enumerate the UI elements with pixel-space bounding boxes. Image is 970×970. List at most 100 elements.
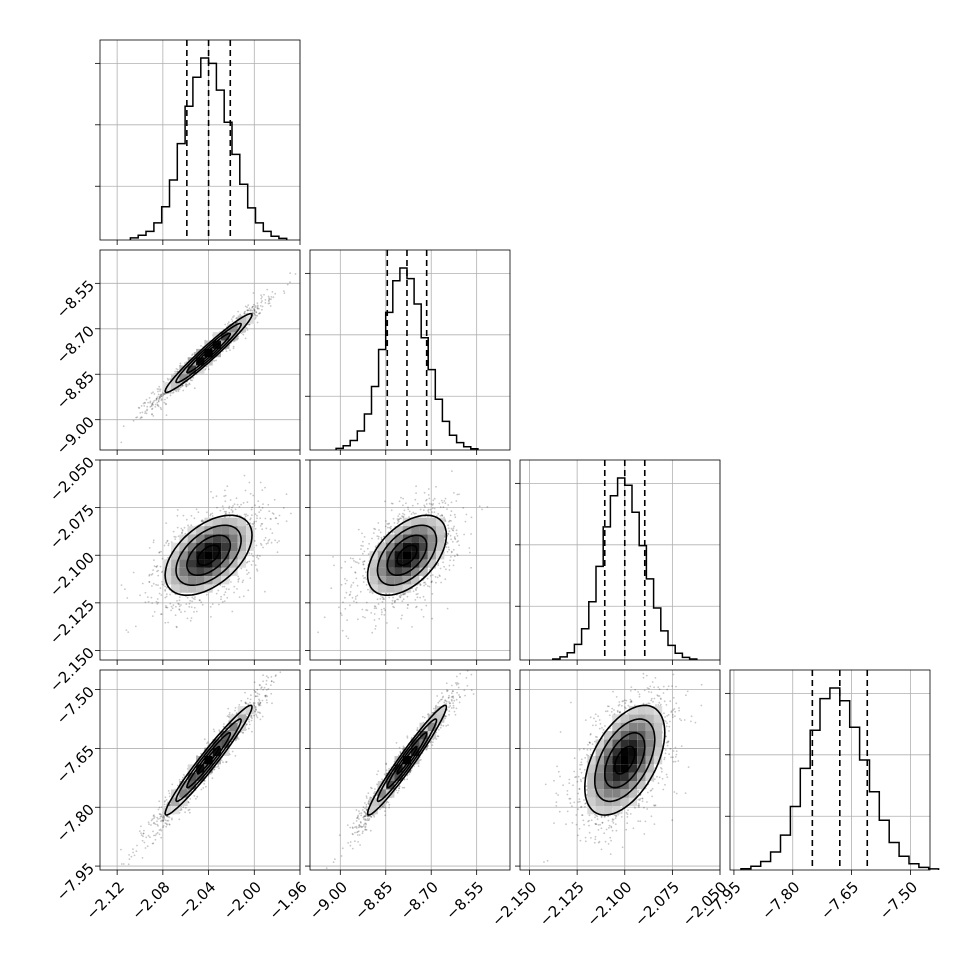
sample-point xyxy=(148,823,150,826)
sample-point xyxy=(192,377,195,379)
density-cell xyxy=(221,542,230,551)
sample-point xyxy=(251,514,253,516)
density-cell xyxy=(229,517,238,526)
sample-point xyxy=(450,551,453,554)
sample-point xyxy=(381,611,383,613)
sample-point xyxy=(340,612,342,615)
sample-point xyxy=(445,568,447,571)
sample-point xyxy=(285,493,288,496)
sample-point xyxy=(224,494,227,497)
sample-point xyxy=(452,559,455,562)
sample-point xyxy=(209,513,212,516)
panel-2-0 xyxy=(95,459,301,665)
sample-point xyxy=(425,604,428,607)
sample-point xyxy=(453,555,456,558)
sample-point xyxy=(249,309,252,312)
sample-point xyxy=(148,573,151,576)
sample-point xyxy=(256,305,259,308)
sample-point xyxy=(238,703,241,706)
sample-point xyxy=(368,542,370,545)
sample-point xyxy=(261,300,263,302)
sample-point xyxy=(451,470,453,472)
sample-point xyxy=(190,617,193,619)
sample-point xyxy=(180,527,183,530)
sample-point xyxy=(178,605,181,608)
sample-point xyxy=(232,345,235,348)
sample-point xyxy=(428,502,431,505)
sample-point xyxy=(160,613,163,615)
sample-point xyxy=(127,863,130,866)
sample-point xyxy=(410,513,413,515)
sample-point xyxy=(251,306,253,309)
sample-point xyxy=(361,552,364,555)
sample-point xyxy=(264,536,267,539)
sample-point xyxy=(353,600,355,603)
sample-point xyxy=(362,581,365,583)
sample-point xyxy=(217,589,220,592)
sample-point xyxy=(447,533,450,535)
sample-point xyxy=(433,507,436,510)
sample-point xyxy=(159,587,162,589)
sample-point xyxy=(218,603,220,606)
sample-point xyxy=(384,525,387,528)
sample-point xyxy=(157,574,160,577)
sample-point xyxy=(159,390,161,392)
sample-point xyxy=(151,615,154,617)
sample-point xyxy=(236,503,239,506)
sample-point xyxy=(271,291,274,293)
sample-point xyxy=(260,294,262,296)
sample-point xyxy=(344,608,347,610)
sample-point xyxy=(156,401,159,404)
sample-point xyxy=(361,532,363,535)
sample-point xyxy=(186,596,189,599)
sample-point xyxy=(387,523,390,525)
sample-point xyxy=(165,593,168,595)
sample-point xyxy=(231,506,233,509)
sample-point xyxy=(446,550,449,553)
sample-point xyxy=(282,507,285,509)
sample-point xyxy=(268,298,271,301)
sample-point xyxy=(142,402,145,405)
sample-point xyxy=(256,514,258,517)
sample-point xyxy=(160,395,163,397)
sample-point xyxy=(156,396,159,398)
sample-point xyxy=(184,362,186,364)
sample-point xyxy=(444,502,447,505)
sample-point xyxy=(157,405,160,408)
sample-point xyxy=(202,787,205,789)
sample-point xyxy=(243,313,246,315)
sample-point xyxy=(120,441,123,444)
sample-point xyxy=(402,504,404,507)
sample-point xyxy=(278,540,280,542)
sample-point xyxy=(270,298,272,300)
sample-point xyxy=(244,310,247,313)
sample-point xyxy=(468,547,471,549)
sample-point xyxy=(252,303,255,306)
sample-point xyxy=(229,349,231,352)
density-cell xyxy=(179,584,188,593)
sample-point xyxy=(412,511,415,514)
sample-point xyxy=(232,505,234,507)
sample-point xyxy=(346,579,348,582)
sample-point xyxy=(248,307,251,310)
sample-point xyxy=(246,573,249,575)
sample-point xyxy=(151,585,153,587)
sample-point xyxy=(258,312,260,315)
sample-point xyxy=(445,546,448,548)
sample-point xyxy=(349,591,352,593)
sample-point xyxy=(450,556,452,558)
sample-point xyxy=(218,767,220,770)
sample-point xyxy=(383,614,386,616)
sample-point xyxy=(235,497,238,500)
sample-point xyxy=(187,384,190,386)
sample-point xyxy=(357,618,359,621)
sample-point xyxy=(392,517,395,520)
sample-point xyxy=(260,301,263,304)
sample-point xyxy=(268,302,271,305)
sample-point xyxy=(402,515,405,518)
sample-point xyxy=(238,577,241,580)
sample-point xyxy=(393,522,396,524)
sample-point xyxy=(152,830,154,833)
sample-point xyxy=(249,492,252,495)
sample-point xyxy=(356,561,358,564)
